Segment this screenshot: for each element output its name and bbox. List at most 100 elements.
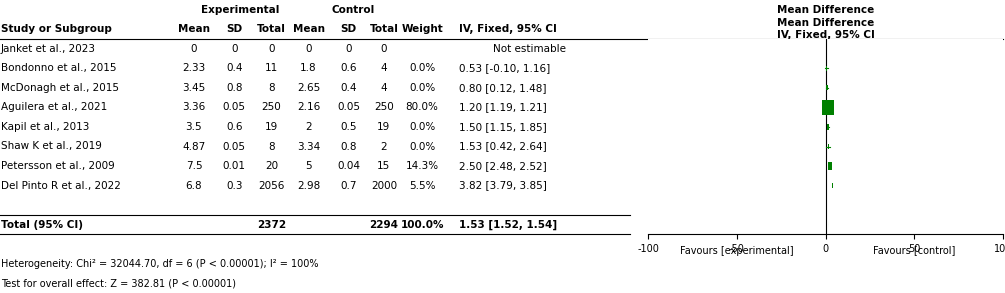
Text: 3.82 [3.79, 3.85]: 3.82 [3.79, 3.85] xyxy=(459,180,547,190)
Bar xyxy=(828,162,832,170)
Bar xyxy=(826,85,828,91)
Text: 250: 250 xyxy=(261,103,281,113)
Text: 250: 250 xyxy=(374,103,394,113)
Text: 4: 4 xyxy=(381,63,387,73)
Text: Not estimable: Not estimable xyxy=(493,44,566,54)
Text: 80.0%: 80.0% xyxy=(406,103,438,113)
Text: 0.80 [0.12, 1.48]: 0.80 [0.12, 1.48] xyxy=(459,83,547,93)
Text: 19: 19 xyxy=(377,122,391,132)
Text: 5.5%: 5.5% xyxy=(409,180,435,190)
Text: 2: 2 xyxy=(381,142,387,151)
Text: 11: 11 xyxy=(264,63,278,73)
Text: 4: 4 xyxy=(381,83,387,93)
Text: 6.8: 6.8 xyxy=(186,180,202,190)
Text: Weight: Weight xyxy=(401,24,443,34)
Text: 4.87: 4.87 xyxy=(182,142,206,151)
Text: 0.8: 0.8 xyxy=(226,83,242,93)
Text: SD: SD xyxy=(341,24,357,34)
Text: 0.04: 0.04 xyxy=(338,161,360,171)
Text: Experimental: Experimental xyxy=(201,5,278,15)
Text: 2: 2 xyxy=(306,122,312,132)
Text: Total (95% CI): Total (95% CI) xyxy=(1,220,83,230)
Bar xyxy=(827,144,829,149)
Text: Bondonno et al., 2015: Bondonno et al., 2015 xyxy=(1,63,117,73)
Text: Test for overall effect: Z = 382.81 (P < 0.00001): Test for overall effect: Z = 382.81 (P <… xyxy=(1,278,236,288)
Text: 2294: 2294 xyxy=(370,220,398,230)
Text: Total: Total xyxy=(257,24,285,34)
Text: 8: 8 xyxy=(268,83,274,93)
Text: 2.50 [2.48, 2.52]: 2.50 [2.48, 2.52] xyxy=(459,161,547,171)
Text: 8: 8 xyxy=(268,142,274,151)
Text: Del Pinto R et al., 2022: Del Pinto R et al., 2022 xyxy=(1,180,121,190)
Text: 2000: 2000 xyxy=(371,180,397,190)
Text: 0: 0 xyxy=(268,44,274,54)
Text: 14.3%: 14.3% xyxy=(406,161,438,171)
Text: 2.16: 2.16 xyxy=(296,103,321,113)
Text: Favours [experimental]: Favours [experimental] xyxy=(680,246,794,255)
Text: 100.0%: 100.0% xyxy=(400,220,444,230)
Text: Shaw K et al., 2019: Shaw K et al., 2019 xyxy=(1,142,102,151)
Text: 2372: 2372 xyxy=(257,220,285,230)
Text: 1.50 [1.15, 1.85]: 1.50 [1.15, 1.85] xyxy=(459,122,547,132)
Text: 0.0%: 0.0% xyxy=(409,122,435,132)
Text: 0.8: 0.8 xyxy=(341,142,357,151)
Text: Mean: Mean xyxy=(178,24,210,34)
Text: 0: 0 xyxy=(231,44,237,54)
Text: 0.5: 0.5 xyxy=(341,122,357,132)
Text: 0.05: 0.05 xyxy=(223,103,245,113)
Text: 0: 0 xyxy=(191,44,197,54)
Text: 20: 20 xyxy=(264,161,278,171)
Text: 0.01: 0.01 xyxy=(223,161,245,171)
Text: 19: 19 xyxy=(264,122,278,132)
Text: 0.4: 0.4 xyxy=(341,83,357,93)
Text: Petersson et al., 2009: Petersson et al., 2009 xyxy=(1,161,115,171)
Text: 7.5: 7.5 xyxy=(186,161,202,171)
Text: Total: Total xyxy=(370,24,398,34)
Text: 1.53 [1.52, 1.54]: 1.53 [1.52, 1.54] xyxy=(459,219,558,230)
Text: Heterogeneity: Chi² = 32044.70, df = 6 (P < 0.00001); I² = 100%: Heterogeneity: Chi² = 32044.70, df = 6 (… xyxy=(1,259,319,269)
Text: 3.5: 3.5 xyxy=(186,122,202,132)
Text: 2.98: 2.98 xyxy=(296,180,321,190)
Text: 3.45: 3.45 xyxy=(182,83,206,93)
Text: 0.6: 0.6 xyxy=(226,122,242,132)
Text: 0.0%: 0.0% xyxy=(409,83,435,93)
Text: Control: Control xyxy=(332,5,375,15)
Text: 0: 0 xyxy=(306,44,312,54)
Text: 0.7: 0.7 xyxy=(341,180,357,190)
Text: Favours [control]: Favours [control] xyxy=(873,246,956,255)
Text: SD: SD xyxy=(226,24,242,34)
Text: 15: 15 xyxy=(377,161,391,171)
Text: 2.33: 2.33 xyxy=(182,63,206,73)
Text: 0: 0 xyxy=(346,44,352,54)
Text: 0.4: 0.4 xyxy=(226,63,242,73)
Text: 0.0%: 0.0% xyxy=(409,63,435,73)
Text: 0.05: 0.05 xyxy=(338,103,360,113)
Text: Mean Difference: Mean Difference xyxy=(778,5,874,15)
Text: 3.34: 3.34 xyxy=(296,142,321,151)
Text: 1.20 [1.19, 1.21]: 1.20 [1.19, 1.21] xyxy=(459,103,547,113)
Text: Study or Subgroup: Study or Subgroup xyxy=(1,24,112,34)
Text: 2056: 2056 xyxy=(258,180,284,190)
Text: Mean Difference
IV, Fixed, 95% CI: Mean Difference IV, Fixed, 95% CI xyxy=(777,18,875,40)
Text: Janket et al., 2023: Janket et al., 2023 xyxy=(1,44,96,54)
Text: 0: 0 xyxy=(381,44,387,54)
Bar xyxy=(826,66,827,71)
Bar xyxy=(831,183,833,188)
Text: 5: 5 xyxy=(306,161,312,171)
Text: 0.0%: 0.0% xyxy=(409,142,435,151)
Text: McDonagh et al., 2015: McDonagh et al., 2015 xyxy=(1,83,119,93)
Text: 1.8: 1.8 xyxy=(300,63,317,73)
Text: 0.3: 0.3 xyxy=(226,180,242,190)
Text: 0.6: 0.6 xyxy=(341,63,357,73)
Text: Aguilera et al., 2021: Aguilera et al., 2021 xyxy=(1,103,108,113)
Bar xyxy=(827,125,829,130)
Text: Mean: Mean xyxy=(292,24,325,34)
Text: 0.53 [-0.10, 1.16]: 0.53 [-0.10, 1.16] xyxy=(459,63,551,73)
Text: 1.53 [0.42, 2.64]: 1.53 [0.42, 2.64] xyxy=(459,142,547,151)
Text: 3.36: 3.36 xyxy=(182,103,206,113)
Text: 0.05: 0.05 xyxy=(223,142,245,151)
Text: IV, Fixed, 95% CI: IV, Fixed, 95% CI xyxy=(459,24,557,34)
Text: Kapil et al., 2013: Kapil et al., 2013 xyxy=(1,122,89,132)
Bar xyxy=(821,100,834,115)
Text: 2.65: 2.65 xyxy=(296,83,321,93)
